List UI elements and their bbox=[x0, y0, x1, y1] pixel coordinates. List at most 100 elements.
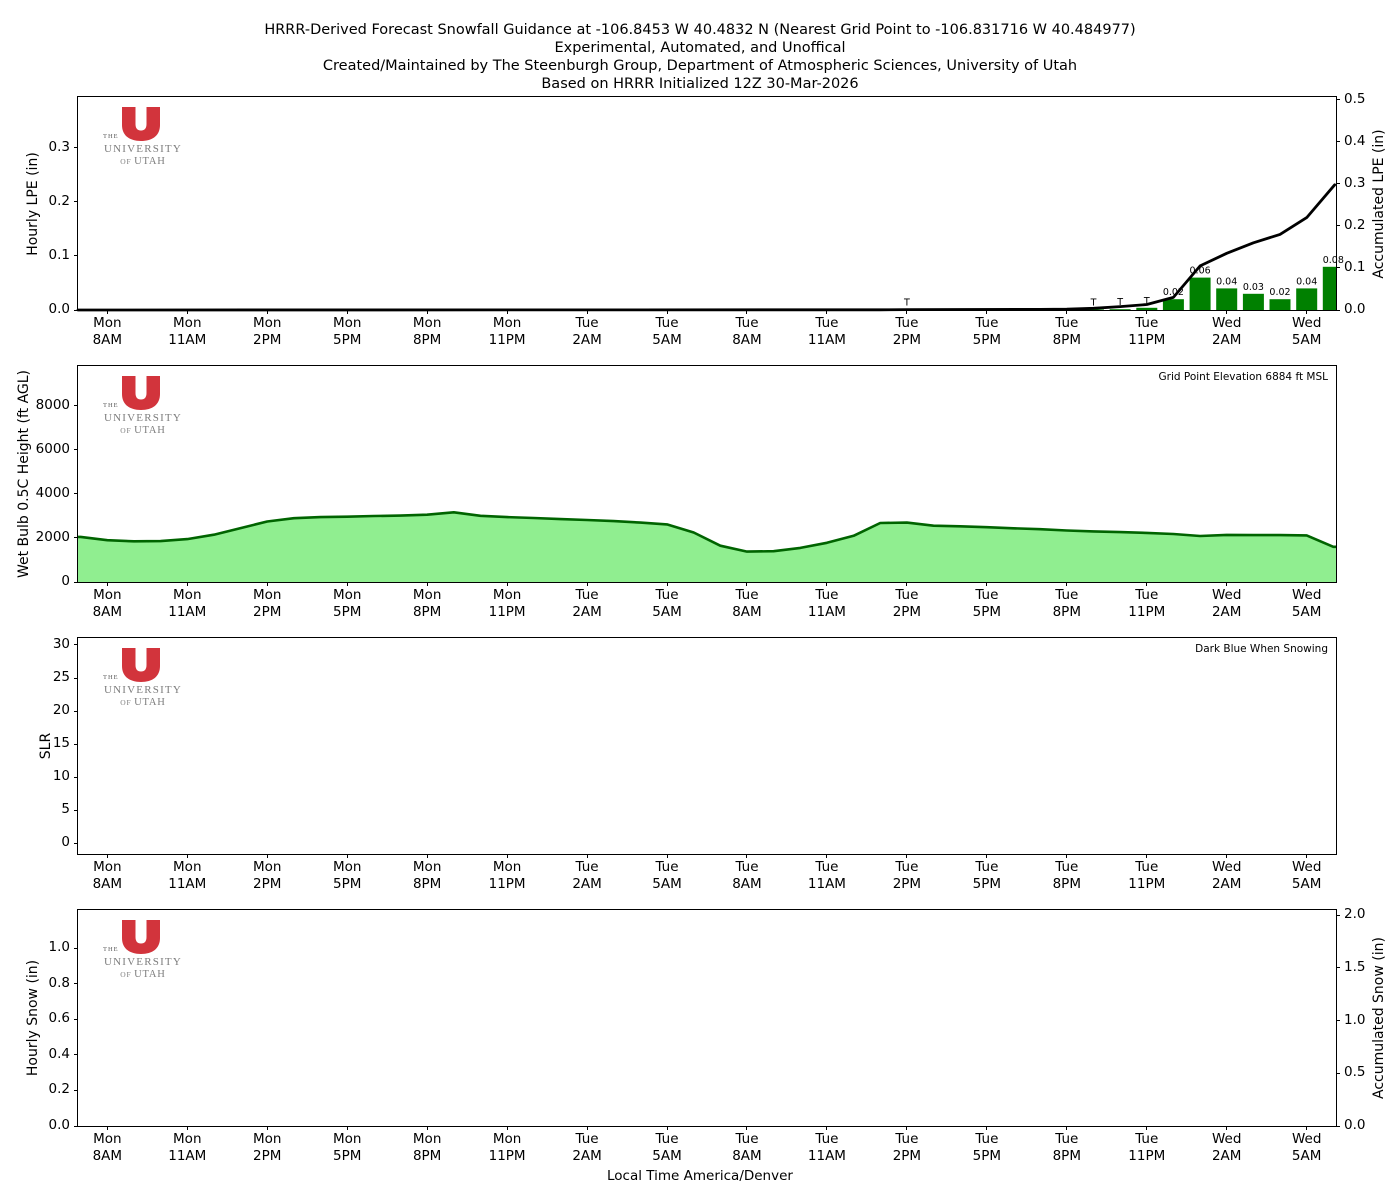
x-tick-day: Mon bbox=[492, 1131, 522, 1147]
x-tick-time: 2PM bbox=[892, 875, 922, 892]
lpe-bar bbox=[1162, 299, 1184, 310]
x-tick bbox=[266, 1126, 268, 1130]
y-tick-label: 15 bbox=[52, 735, 70, 752]
x-tick-label: Wed 5AM bbox=[1272, 587, 1342, 620]
x-tick-time: 5PM bbox=[332, 603, 362, 620]
x-tick-label: Tue 8AM bbox=[712, 859, 782, 892]
x-tick-time: 11PM bbox=[488, 875, 526, 892]
x-tick-time: 2PM bbox=[892, 603, 922, 620]
x-tick bbox=[1146, 854, 1148, 858]
x-tick bbox=[426, 854, 428, 858]
x-tick-label: Tue 2PM bbox=[872, 1131, 942, 1164]
y-tick bbox=[74, 1125, 78, 1127]
y-tick-right bbox=[1336, 141, 1340, 143]
x-tick-day: Wed bbox=[1291, 1131, 1322, 1147]
x-axis-title: Local Time America/Denver bbox=[607, 1168, 793, 1184]
y-tick-label-right: 2.0 bbox=[1344, 906, 1366, 923]
x-tick bbox=[266, 310, 268, 314]
y-tick-label: 20 bbox=[52, 702, 70, 719]
y-tick bbox=[74, 743, 78, 745]
university-of-utah-logo: THE UNIVERSITY OF UTAH bbox=[95, 376, 191, 440]
x-tick bbox=[906, 1126, 908, 1130]
y-tick-label-right: 1.5 bbox=[1344, 958, 1366, 975]
hourly-lpe-right-axis-title: Accumulated LPE (in) bbox=[1371, 128, 1387, 279]
x-tick-time: 11PM bbox=[1128, 1147, 1166, 1164]
x-tick-label: Tue 8PM bbox=[1032, 587, 1102, 620]
y-tick-label-right: 0.0 bbox=[1344, 1117, 1366, 1133]
y-tick bbox=[74, 493, 78, 495]
lpe-bar bbox=[1296, 288, 1318, 310]
y-tick-label: 0.3 bbox=[48, 138, 70, 155]
y-tick bbox=[74, 147, 78, 149]
university-of-utah-logo: THE UNIVERSITY OF UTAH bbox=[95, 107, 191, 171]
x-tick-day: Tue bbox=[895, 1131, 919, 1147]
x-tick bbox=[986, 1126, 988, 1130]
x-tick-time: 11PM bbox=[1128, 603, 1166, 620]
x-tick-time: 5PM bbox=[972, 1147, 1002, 1164]
x-tick-label: Tue 5PM bbox=[952, 859, 1022, 892]
x-tick bbox=[1226, 310, 1228, 314]
logo-of-utah-text: OF UTAH bbox=[95, 425, 191, 436]
x-tick-time: 8AM bbox=[732, 1147, 762, 1164]
x-tick-label: Tue 11AM bbox=[792, 587, 862, 620]
x-tick-time: 5PM bbox=[972, 603, 1002, 620]
y-tick-label: 8000 bbox=[35, 396, 70, 413]
x-tick-time: 8PM bbox=[1052, 1147, 1081, 1164]
x-tick-time: 8PM bbox=[412, 875, 442, 892]
x-tick-day: Tue bbox=[1135, 315, 1159, 331]
lpe-bar bbox=[1136, 307, 1158, 310]
x-tick bbox=[906, 854, 908, 858]
x-tick bbox=[986, 582, 988, 586]
lpe-bar bbox=[1242, 293, 1264, 310]
x-tick-label: Mon 8PM bbox=[392, 315, 462, 348]
x-tick-day: Tue bbox=[735, 859, 759, 875]
lpe-bar bbox=[1109, 309, 1131, 310]
x-tick bbox=[826, 854, 828, 858]
x-tick-day: Mon bbox=[332, 859, 362, 875]
x-tick-day: Tue bbox=[815, 859, 839, 875]
x-tick bbox=[1066, 1126, 1068, 1130]
lpe-bar bbox=[1216, 288, 1238, 310]
x-tick-time: 5AM bbox=[652, 1147, 682, 1164]
x-tick-day: Mon bbox=[492, 315, 522, 331]
logo-of-utah-text: OF UTAH bbox=[95, 969, 191, 980]
x-tick-label: Tue 11PM bbox=[1112, 1131, 1182, 1164]
x-tick-day: Mon bbox=[252, 587, 282, 603]
x-tick-label: Mon 5PM bbox=[312, 587, 382, 620]
y-tick-label-right: 0.3 bbox=[1344, 174, 1366, 191]
x-tick-day: Mon bbox=[492, 859, 522, 875]
x-tick-label: Mon 2PM bbox=[232, 587, 302, 620]
lpe-bar bbox=[1083, 309, 1104, 310]
x-tick-day: Tue bbox=[655, 859, 679, 875]
x-tick-label: Mon 2PM bbox=[232, 859, 302, 892]
x-tick-day: Tue bbox=[1055, 859, 1079, 875]
x-tick-time: 2AM bbox=[572, 331, 602, 348]
x-tick-label: Tue 11AM bbox=[792, 859, 862, 892]
x-tick-day: Tue bbox=[655, 315, 679, 331]
x-tick-label: Tue 8PM bbox=[1032, 1131, 1102, 1164]
y-tick-label-right: 0.1 bbox=[1344, 258, 1366, 275]
x-tick-time: 5AM bbox=[652, 603, 682, 620]
x-tick-label: Mon 8AM bbox=[72, 587, 142, 620]
x-tick-label: Tue 11PM bbox=[1112, 315, 1182, 348]
lpe-bar bbox=[1189, 277, 1211, 310]
y-tick-right bbox=[1336, 183, 1340, 185]
y-tick bbox=[74, 1089, 78, 1091]
y-tick bbox=[74, 405, 78, 407]
x-tick-time: 2PM bbox=[892, 1147, 922, 1164]
x-tick-label: Tue 5AM bbox=[632, 1131, 702, 1164]
y-tick-right bbox=[1336, 99, 1340, 101]
y-tick-label-right: 0.5 bbox=[1344, 1064, 1366, 1081]
x-tick-time: 2AM bbox=[572, 875, 602, 892]
y-tick-label-right: 0.5 bbox=[1344, 90, 1366, 107]
x-tick bbox=[186, 582, 188, 586]
y-tick-label: 0.8 bbox=[48, 974, 70, 991]
x-tick-day: Wed bbox=[1212, 859, 1242, 875]
y-tick-label: 0 bbox=[61, 834, 70, 851]
x-tick-day: Mon bbox=[173, 1131, 202, 1147]
x-tick-day: Tue bbox=[1055, 315, 1079, 331]
slr-y-axis-title: SLR bbox=[38, 732, 54, 760]
x-tick-label: Wed 2AM bbox=[1192, 587, 1262, 620]
x-tick bbox=[266, 854, 268, 858]
y-tick-right bbox=[1336, 225, 1340, 227]
